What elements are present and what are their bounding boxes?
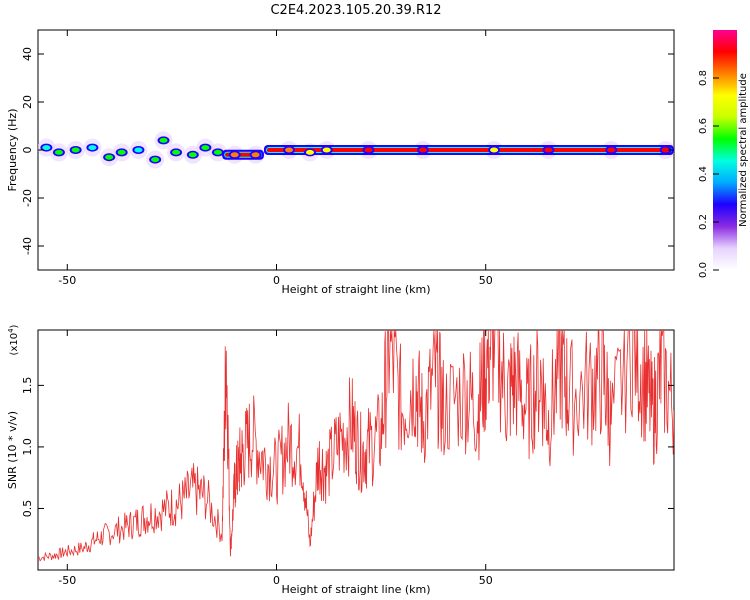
spectrogram-blob-7 [151,157,160,163]
spectrogram-blob-19 [418,147,427,153]
snr-x-label-0: -50 [58,574,76,587]
colorbar-ticks: 0.0 0.2 0.4 0.6 0.8 [698,70,719,278]
colorbar-bar [713,30,737,270]
snr-scale-exponent: 4 [7,328,15,333]
snr-x-axis-label: Height of straight line (km) [281,583,430,596]
spectrogram-blob-20 [490,147,499,153]
spectrogram-blob-2 [71,147,80,153]
snr-series-line [38,330,674,562]
snr-panel: -50 0 50 0.5 1.0 1.5 Height of straight line… [6,324,675,596]
spectrogram-y-label-4: 40 [21,47,34,61]
spectrogram-blob-23 [661,147,670,153]
colorbar: 0.0 0.2 0.4 0.6 0.8 Normalized spectral ampl… [698,30,749,278]
spectrogram-blob-13 [230,152,239,158]
spectrogram-blob-15 [285,147,294,153]
snr-y-label-2: 1.5 [21,377,34,395]
spectrogram-blob-16 [305,149,314,155]
spectrogram-blob-10 [188,152,197,158]
spectrogram-blob-9 [172,149,181,155]
snr-y-axis-label: SNR (10 * v/v) [6,411,19,489]
snr-frame [37,329,675,571]
spectrogram-x-axis-label: Height of straight line (km) [281,283,430,296]
snr-scale-close: ) [9,324,20,328]
colorbar-tick-label-2: 0.4 [698,166,709,182]
snr-scale-prefix: (x10 [9,333,20,356]
spectrogram-y-axis-label: Frequency (Hz) [6,109,19,192]
spectrogram-heat-layer [38,131,674,169]
snr-plot-area [38,330,674,562]
spectrogram-panel: -50 0 50 -40 -20 0 20 40 Height of straight li… [6,29,675,296]
spectrogram-blob-0 [42,145,51,151]
spectrogram-y-label-2: 0 [21,147,34,154]
spectrogram-blob-18 [364,147,373,153]
snr-x-label-1: 0 [273,574,280,587]
spectrogram-x-label-2: 50 [479,274,493,287]
spectrogram-blob-17 [322,147,331,153]
spectrogram-y-ticks: -40 -20 0 20 40 [21,47,674,255]
snr-y-ticks: 0.5 1.0 1.5 [21,377,674,518]
spectrogram-blob-8 [159,137,168,143]
svg-text:(x104): (x104) [7,324,20,355]
chart-title: C2E4.2023.105.20.39.R12 [270,3,441,18]
spectrogram-blob-5 [117,149,126,155]
spectrogram-y-label-0: -40 [21,237,34,255]
spectrogram-blob-3 [88,145,97,151]
snr-x-ticks: -50 0 50 [58,330,493,587]
colorbar-tick-label-3: 0.6 [698,118,709,134]
spectrogram-x-label-0: -50 [58,274,76,287]
spectrogram-blob-4 [105,154,114,160]
spectrogram-x-ticks: -50 0 50 [58,30,493,287]
spectrogram-blob-12 [213,149,222,155]
spectrogram-blob-11 [201,145,210,151]
colorbar-tick-label-4: 0.8 [698,70,709,86]
spectrogram-x-label-1: 0 [273,274,280,287]
spectrogram-blob-1 [54,149,63,155]
spectrogram-y-label-1: -20 [21,189,34,207]
snr-y-label-1: 1.0 [21,438,34,456]
spectrogram-blob-6 [134,147,143,153]
snr-x-label-2: 50 [479,574,493,587]
snr-y-label-0: 0.5 [21,500,34,518]
snr-scale-factor: (x104) [7,324,20,355]
colorbar-label: Normalized spectral amplitude [738,73,749,227]
spectrogram-blob-21 [544,147,553,153]
colorbar-tick-label-1: 0.2 [698,214,709,230]
spectrogram-blob-22 [607,147,616,153]
spectrogram-y-label-3: 20 [21,95,34,109]
spectrogram-blob-14 [251,152,260,158]
colorbar-tick-label-0: 0.0 [698,262,709,278]
